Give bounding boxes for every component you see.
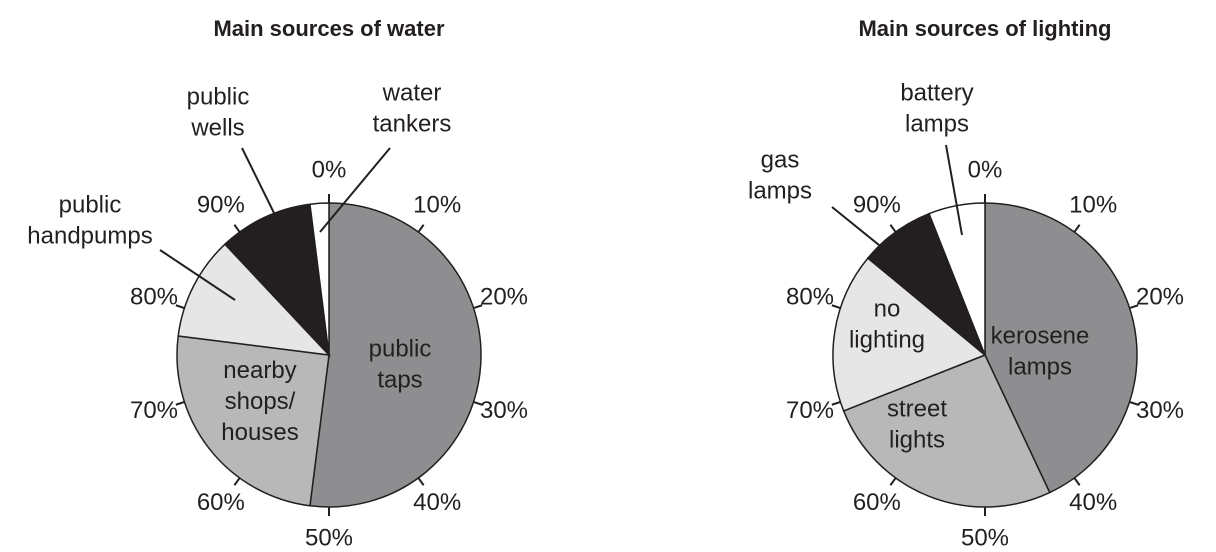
tick-mark [831, 304, 841, 309]
pie-slice [309, 202, 482, 508]
tick-mark [473, 401, 483, 406]
tick-mark [233, 477, 241, 486]
tick-label: 50% [961, 524, 1009, 551]
slice-label: no lighting [849, 296, 925, 354]
tick-label: 60% [853, 489, 901, 516]
tick-label: 70% [786, 397, 834, 424]
pie-slice [984, 202, 1138, 494]
pie-slice [177, 243, 331, 357]
tick-label: 30% [1136, 397, 1184, 424]
slice-label: public wells [187, 84, 250, 142]
tick-label: 10% [413, 191, 461, 218]
tick-label: 80% [786, 283, 834, 310]
pie-slice [176, 335, 330, 507]
slice-label: kerosene lamps [991, 323, 1090, 381]
tick-mark [889, 224, 897, 233]
tick-label: 70% [130, 397, 178, 424]
pie-slice [842, 354, 1051, 508]
tick-mark [1073, 477, 1081, 486]
tick-mark [473, 304, 483, 309]
tick-label: 0% [312, 156, 347, 183]
tick-mark [175, 304, 185, 309]
chart-title: Main sources of water [213, 16, 445, 41]
tick-mark [831, 401, 841, 406]
pie-slice [223, 203, 331, 358]
tick-label: 0% [968, 156, 1003, 183]
tick-mark [1129, 401, 1139, 406]
tick-label: 20% [480, 283, 528, 310]
tick-label: 40% [413, 489, 461, 516]
slice-label: gas lamps [748, 147, 812, 205]
pie-slice [832, 257, 987, 412]
tick-label: 40% [1069, 489, 1117, 516]
chart-title: Main sources of lighting [858, 16, 1111, 41]
tick-mark [417, 477, 425, 486]
tick-label: 80% [130, 283, 178, 310]
tick-label: 30% [480, 397, 528, 424]
tick-mark [233, 224, 241, 233]
slice-label: water tankers [373, 80, 452, 138]
tick-mark [1073, 224, 1081, 233]
slice-label: public taps [369, 336, 432, 394]
tick-mark [417, 224, 425, 233]
tick-label: 90% [853, 191, 901, 218]
tick-mark [175, 401, 185, 406]
tick-mark [889, 477, 897, 486]
slice-label: battery lamps [900, 80, 973, 138]
tick-label: 50% [305, 524, 353, 551]
tick-label: 90% [197, 191, 245, 218]
leader-line [159, 249, 236, 301]
tick-label: 20% [1136, 283, 1184, 310]
tick-mark [1129, 304, 1139, 309]
tick-label: 10% [1069, 191, 1117, 218]
slice-label: street lights [887, 396, 947, 454]
leader-line [319, 147, 391, 233]
leader-line [241, 147, 276, 216]
leader-line [831, 206, 896, 259]
leader-line [945, 144, 963, 236]
tick-label: 60% [197, 489, 245, 516]
slice-label: public handpumps [27, 192, 152, 250]
slice-label: nearby shops/houses [221, 357, 298, 446]
